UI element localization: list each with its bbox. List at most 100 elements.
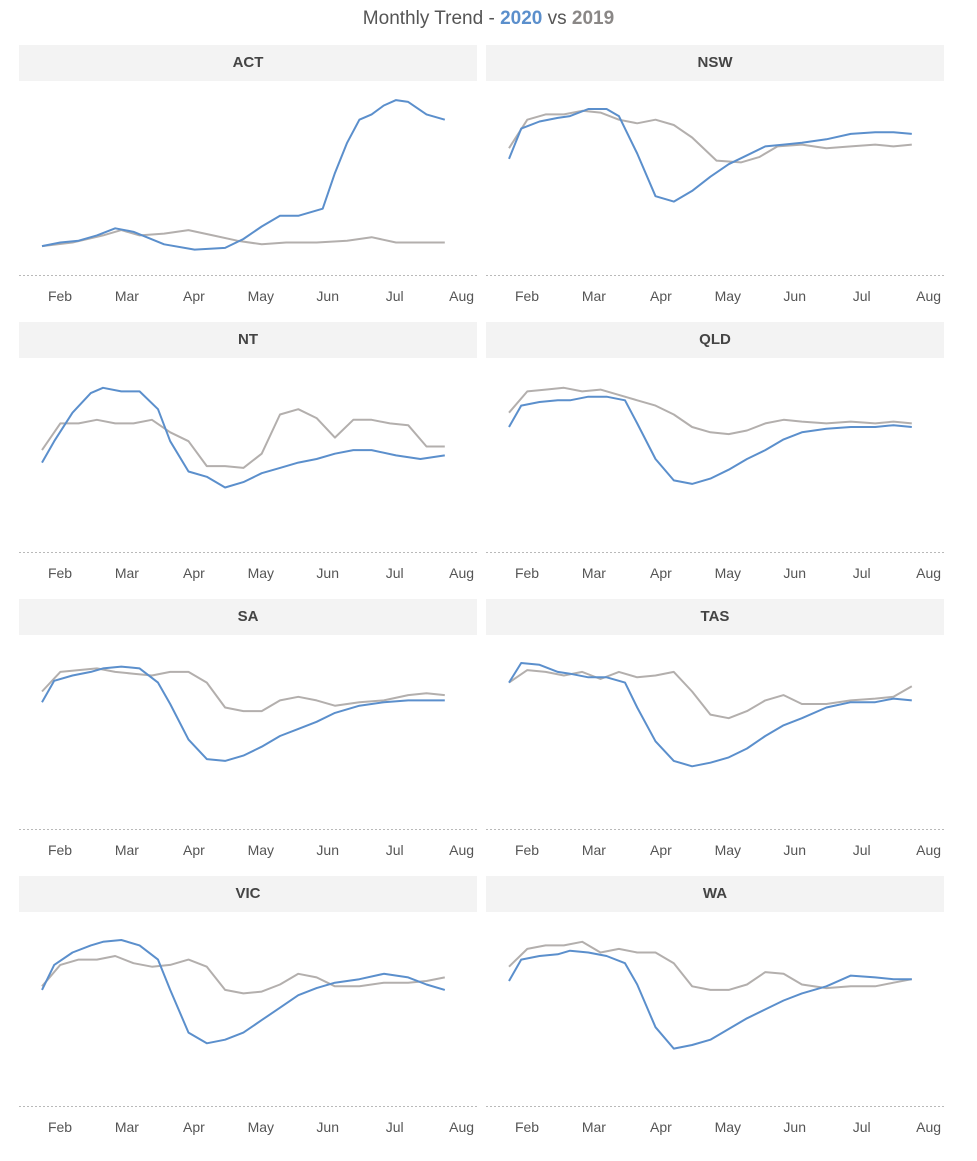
x-tick-label: Feb: [48, 842, 72, 858]
x-tick-label: Aug: [449, 842, 474, 858]
panel-vic: VIC Feb Mar Apr May Jun Jul Aug: [19, 876, 477, 1146]
panel-title: SA: [19, 599, 477, 635]
line-plot: Feb Mar Apr May Jun Jul Aug: [486, 386, 944, 581]
x-tick-label: Jul: [853, 1119, 871, 1135]
x-tick-label: Aug: [449, 565, 474, 581]
title-year-2020: 2020: [500, 8, 543, 29]
series-line-2019: [41, 955, 445, 995]
x-tick-label: Jun: [316, 288, 339, 304]
x-tick-label: Mar: [115, 288, 139, 304]
x-tick-label: Apr: [650, 288, 672, 304]
series-line-2020: [508, 395, 912, 485]
x-tick-label: May: [715, 842, 741, 858]
title-middle: vs: [542, 8, 572, 29]
x-tick-label: May: [248, 1119, 274, 1135]
line-plot: Feb Mar Apr May Jun Jul Aug: [19, 99, 477, 304]
x-tick-label: May: [715, 565, 741, 581]
x-tick-label: Feb: [515, 1119, 539, 1135]
series-line-2019: [508, 669, 913, 720]
panel-title: ACT: [19, 45, 477, 81]
panel-nt: NT Feb Mar Apr May Jun Jul Aug: [19, 322, 477, 592]
x-tick-label: Mar: [582, 565, 606, 581]
panel-act: ACT Feb Mar Apr May Jun Jul Aug: [19, 45, 477, 315]
x-tick-label: Jul: [853, 565, 871, 581]
panel-nsw: NSW Feb Mar Apr May Jun Jul Aug: [486, 45, 944, 315]
panel-title: VIC: [19, 876, 477, 912]
series-line-2020: [41, 386, 445, 489]
chart-title: Monthly Trend - 2020 vs 2019: [0, 8, 977, 30]
x-tick-label: Jul: [853, 288, 871, 304]
series-line-2020: [41, 99, 446, 251]
series-line-2019: [41, 667, 445, 713]
panel-title: TAS: [486, 599, 944, 635]
series-line-2020: [508, 108, 912, 203]
x-tick-label: Apr: [183, 1119, 205, 1135]
x-tick-label: Jun: [316, 842, 339, 858]
panel-title: QLD: [486, 322, 944, 358]
x-tick-label: Jun: [316, 565, 339, 581]
line-plot: Feb Mar Apr May Jun Jul Aug: [486, 662, 944, 858]
panel-title: NT: [19, 322, 477, 358]
series-line-2019: [41, 229, 445, 248]
panel-title: NSW: [486, 45, 944, 81]
x-tick-label: Apr: [650, 565, 672, 581]
x-tick-label: Apr: [650, 1119, 672, 1135]
panel-tas: TAS Feb Mar Apr May Jun Jul Aug: [486, 599, 944, 869]
x-tick-label: May: [248, 288, 274, 304]
x-tick-label: Mar: [582, 842, 606, 858]
x-tick-label: Aug: [916, 288, 941, 304]
series-line-2020: [41, 665, 445, 762]
x-tick-label: Jul: [386, 288, 404, 304]
x-tick-label: Feb: [48, 288, 72, 304]
x-tick-label: Apr: [183, 288, 205, 304]
x-tick-label: May: [715, 1119, 741, 1135]
x-tick-label: Jun: [316, 1119, 339, 1135]
series-line-2020: [508, 662, 912, 768]
x-tick-label: Apr: [650, 842, 672, 858]
x-tick-label: Mar: [582, 1119, 606, 1135]
x-tick-label: Feb: [515, 565, 539, 581]
x-tick-label: Jun: [783, 565, 806, 581]
panel-title: WA: [486, 876, 944, 912]
x-tick-label: Feb: [515, 842, 539, 858]
x-tick-label: Apr: [183, 842, 205, 858]
x-tick-label: Jun: [783, 288, 806, 304]
x-tick-label: Jul: [386, 1119, 404, 1135]
x-tick-label: Mar: [115, 565, 139, 581]
title-year-2019: 2019: [571, 8, 615, 29]
x-tick-label: Jun: [783, 842, 806, 858]
line-plot: Feb Mar Apr May Jun Jul Aug: [19, 665, 477, 858]
series-line-2020: [41, 939, 446, 1045]
panel-sa: SA Feb Mar Apr May Jun Jul Aug: [19, 599, 477, 869]
x-tick-label: Apr: [183, 565, 205, 581]
x-tick-label: Jun: [783, 1119, 806, 1135]
x-tick-label: Jul: [386, 842, 404, 858]
x-tick-label: Aug: [449, 1119, 474, 1135]
x-tick-label: Aug: [449, 288, 474, 304]
series-line-2019: [508, 940, 912, 991]
x-tick-label: Mar: [115, 842, 139, 858]
x-tick-label: Aug: [916, 1119, 941, 1135]
x-tick-label: Jul: [386, 565, 404, 581]
x-tick-label: Feb: [515, 288, 539, 304]
x-tick-label: May: [248, 842, 274, 858]
x-tick-label: May: [248, 565, 274, 581]
title-prefix: Monthly Trend -: [362, 8, 501, 29]
x-tick-label: Feb: [48, 1119, 72, 1135]
x-tick-label: Mar: [115, 1119, 139, 1135]
panel-wa: WA Feb Mar Apr May Jun Jul Aug: [486, 876, 944, 1146]
panel-qld: QLD Feb Mar Apr May Jun Jul Aug: [486, 322, 944, 592]
line-plot: Feb Mar Apr May Jun Jul Aug: [486, 940, 944, 1135]
x-tick-label: Jul: [853, 842, 871, 858]
series-line-2019: [41, 408, 445, 469]
x-tick-label: May: [715, 288, 741, 304]
line-plot: Feb Mar Apr May Jun Jul Aug: [19, 386, 477, 581]
line-plot: Feb Mar Apr May Jun Jul Aug: [486, 108, 944, 304]
line-plot: Feb Mar Apr May Jun Jul Aug: [19, 939, 477, 1135]
series-line-2019: [508, 386, 912, 436]
series-line-2019: [508, 109, 912, 164]
series-line-2020: [508, 949, 912, 1050]
x-tick-label: Mar: [582, 288, 606, 304]
x-tick-label: Feb: [48, 565, 72, 581]
x-tick-label: Aug: [916, 842, 941, 858]
